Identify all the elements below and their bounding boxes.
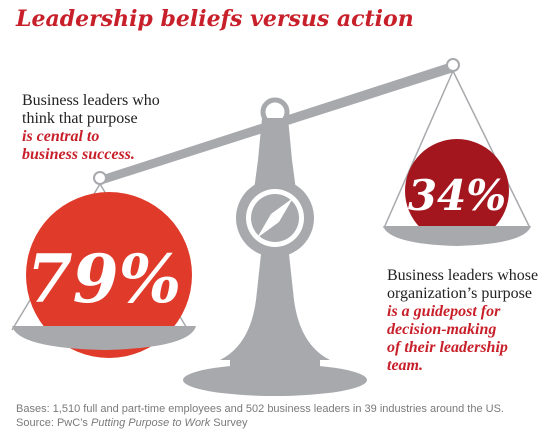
left-statement-line: Business leaders who (22, 92, 160, 109)
scale-stem (220, 245, 330, 360)
left-statement-emphasis: is central to (22, 128, 100, 145)
footnote-bases: Bases: 1,510 full and part-time employee… (16, 403, 504, 415)
left-statement: Business leaders who think that purpose … (22, 92, 242, 164)
right-statement-emphasis: decision-making (387, 321, 497, 338)
right-pan (383, 226, 531, 246)
right-statement-emphasis: team. (387, 357, 423, 374)
footnote-source-suffix: Survey (210, 417, 248, 429)
right-pan-string (383, 70, 454, 229)
left-value-bubble (26, 192, 192, 358)
scale-column (254, 118, 296, 190)
footnote: Bases: 1,510 full and part-time employee… (16, 402, 555, 430)
footnote-source: Source: PwC’s Putting Purpose to Work Su… (16, 417, 248, 429)
right-pan-string (452, 70, 531, 229)
scale-base (183, 364, 367, 396)
left-statement-line: think that purpose (22, 110, 138, 127)
right-statement-emphasis: is a guidepost for (387, 303, 501, 320)
right-statement-emphasis: of their leadership (387, 339, 508, 356)
left-value-label: 79% (27, 240, 182, 318)
compass-needle-icon (271, 198, 293, 222)
scale-base-neck (230, 358, 320, 376)
left-statement-emphasis: business success. (22, 146, 135, 163)
footnote-source-prefix: Source: PwC’s (16, 417, 91, 429)
left-pan-hook (93, 171, 107, 185)
right-statement: Business leaders whose organization’s pu… (387, 267, 555, 375)
footnote-source-title: Putting Purpose to Work (91, 417, 211, 429)
right-value-label: 34% (408, 171, 506, 220)
left-pan (12, 326, 196, 350)
right-statement-line: organization’s purpose (387, 285, 533, 302)
right-pan-hook (446, 58, 460, 72)
chart-title: Leadership beliefs versus action (16, 6, 414, 32)
compass-needle-icon (257, 214, 279, 238)
right-statement-line: Business leaders whose (387, 267, 539, 284)
right-value-bubble (405, 139, 509, 243)
